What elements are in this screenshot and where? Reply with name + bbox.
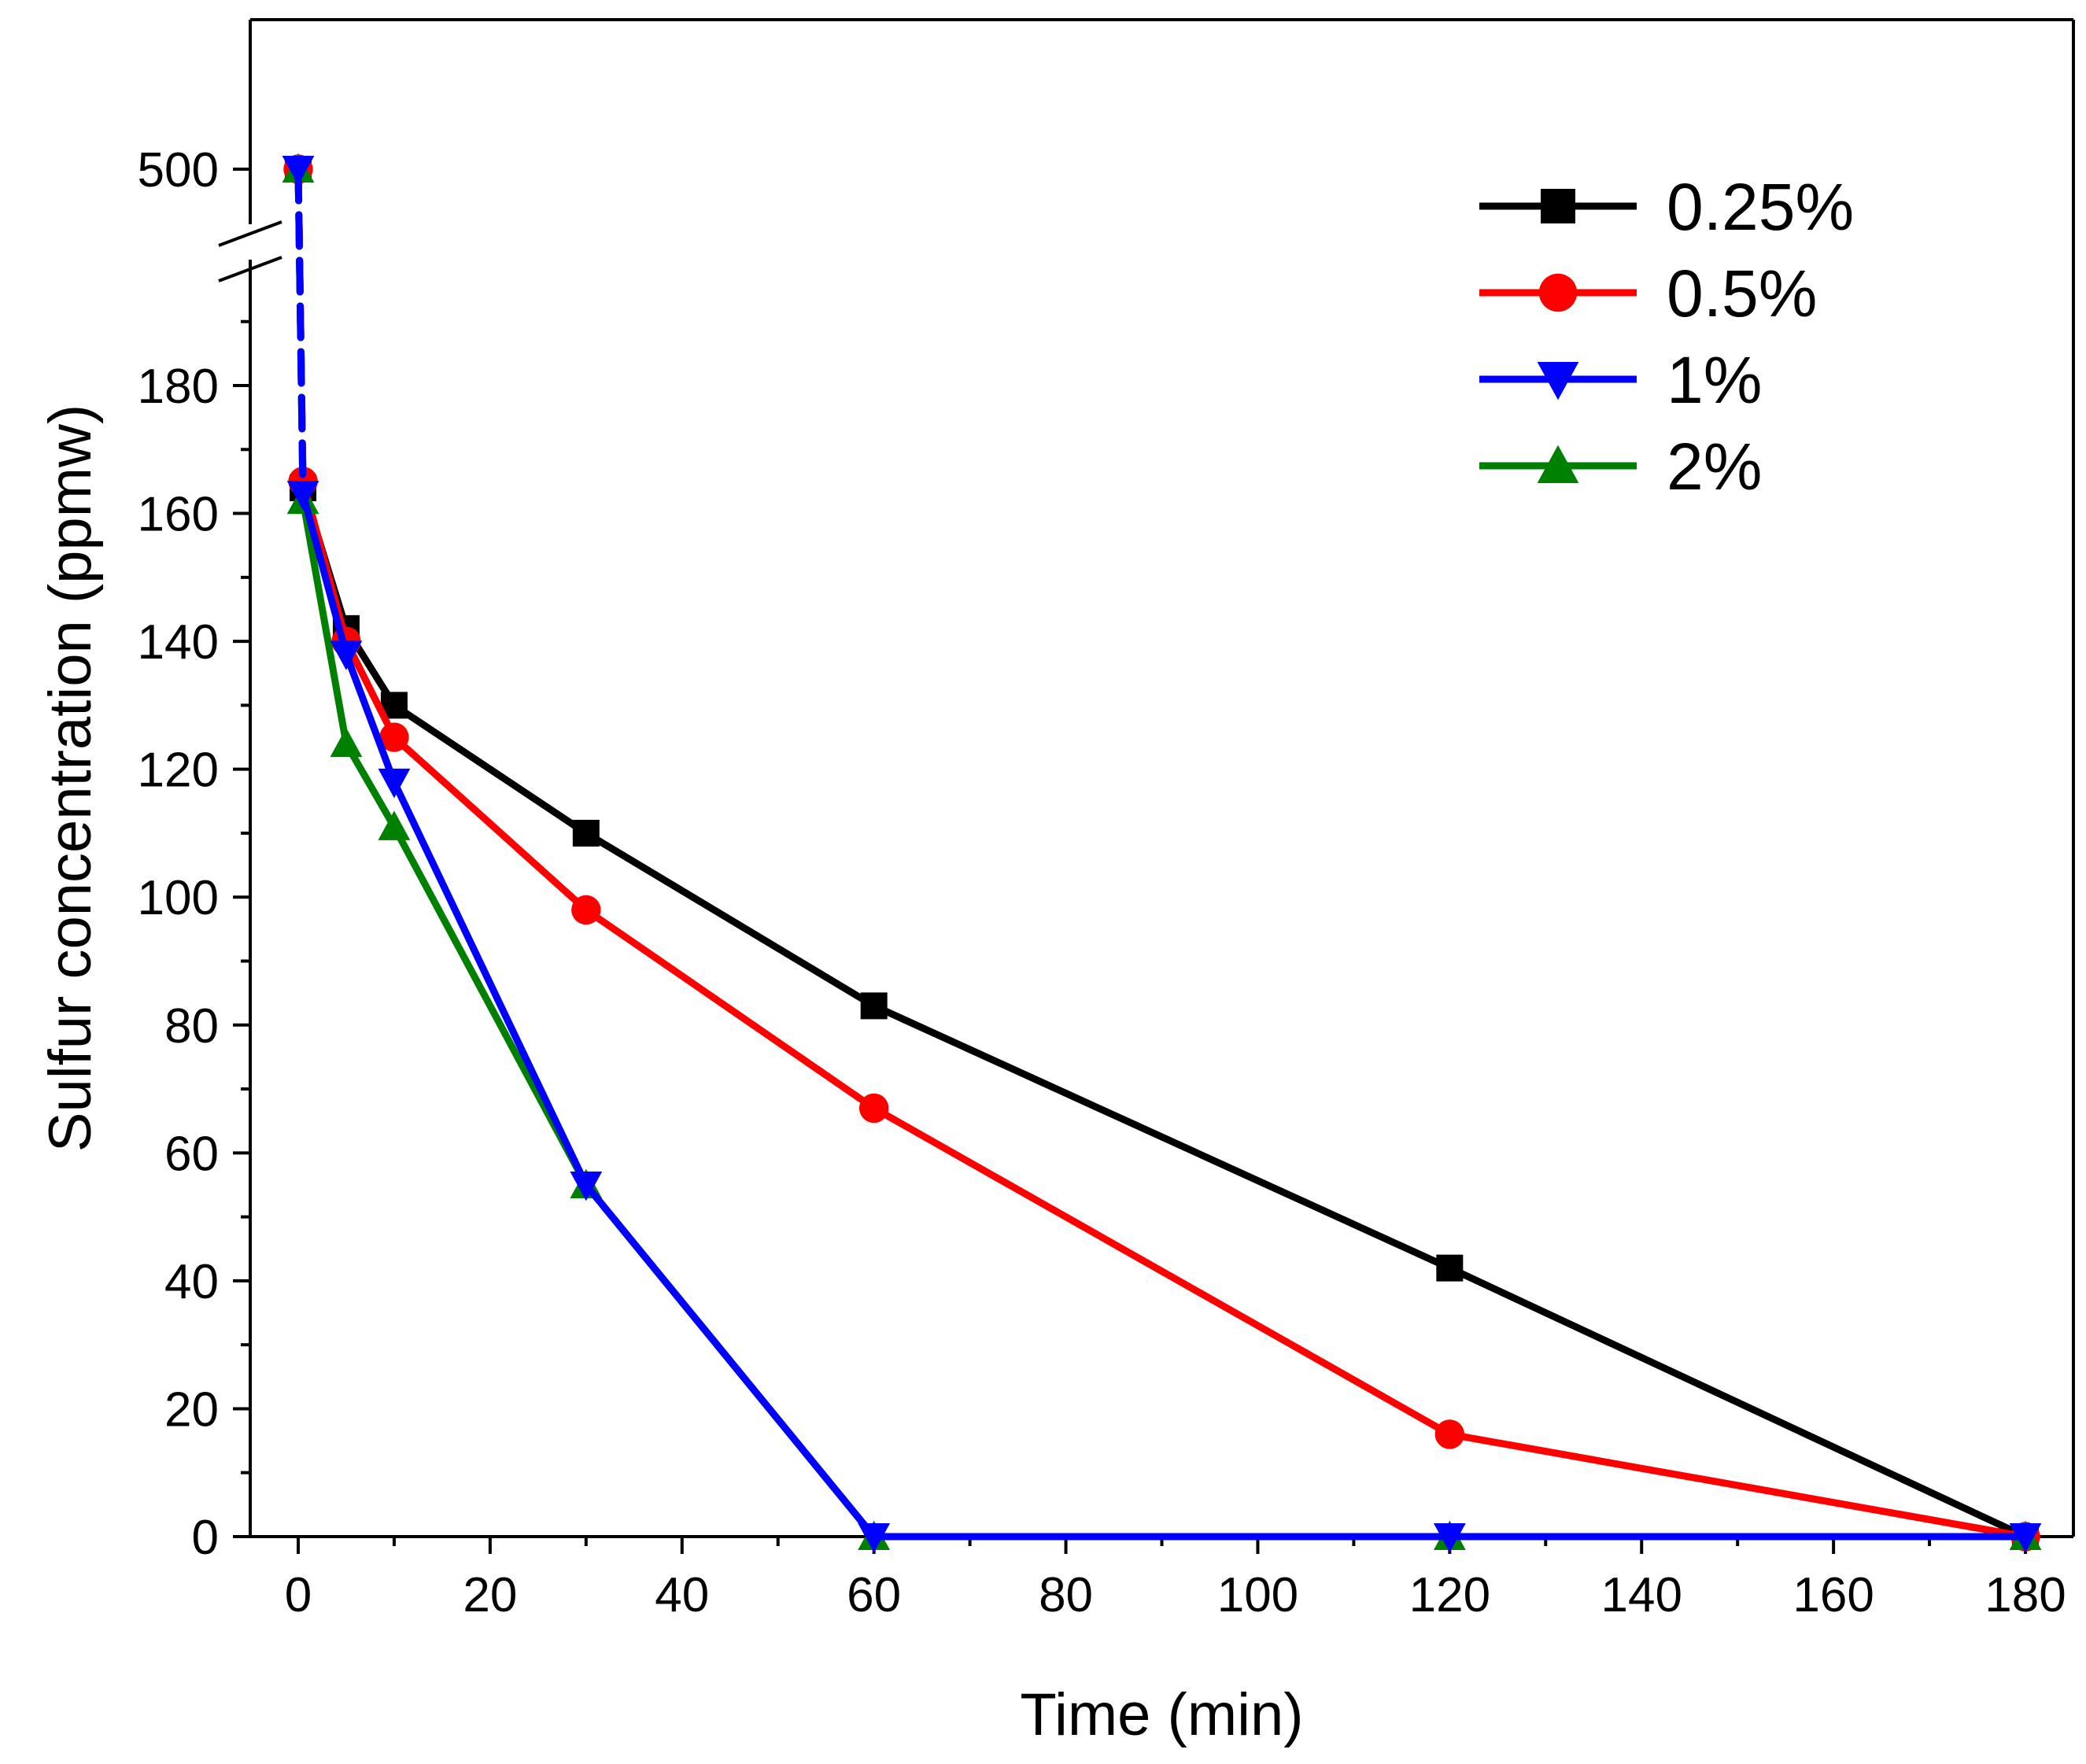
x-tick-label: 80 <box>1039 1568 1093 1622</box>
marker-triangle-down <box>286 481 319 511</box>
series-line-segment <box>342 650 398 786</box>
series-line-segment <box>582 1181 878 1541</box>
axis-break-mark <box>218 256 282 282</box>
series-1% <box>282 156 2042 1553</box>
y-tick-label: 20 <box>164 1382 219 1437</box>
legend-label: 2% <box>1667 430 1762 504</box>
marker-triangle-down <box>1433 1523 1466 1553</box>
legend-item-0.5%: 0.5% <box>1479 256 1817 330</box>
y-tick-label: 100 <box>138 871 219 925</box>
y-tick-label: 160 <box>138 488 219 542</box>
marker-triangle-down <box>330 640 363 670</box>
marker-circle <box>1434 1419 1465 1449</box>
series-line-segment <box>1445 1264 2029 1541</box>
marker-triangle-up <box>378 810 411 840</box>
series-line-segment <box>342 740 398 831</box>
legend-item-0.25%: 0.25% <box>1479 170 1854 244</box>
marker-square <box>1541 189 1575 223</box>
y-tick-label: 40 <box>164 1255 219 1309</box>
series-line-segment <box>870 1104 1453 1438</box>
marker-circle <box>379 722 409 752</box>
marker-square <box>572 819 600 847</box>
legend-label: 0.25% <box>1667 170 1854 244</box>
marker-triangle-down <box>570 1171 603 1201</box>
marker-triangle-down <box>282 156 315 186</box>
y-tick-label: 0 <box>192 1511 219 1565</box>
series-line-segment <box>299 490 350 658</box>
series-line-segment <box>299 496 350 747</box>
legend: 0.25% 0.5% 1% 2% <box>1479 170 1854 504</box>
series-line-segment <box>870 1002 1453 1272</box>
y-tick-label: 120 <box>138 744 219 798</box>
marker-triangle-down <box>858 1523 891 1553</box>
x-tick-label: 140 <box>1601 1568 1682 1622</box>
legend-item-1%: 1% <box>1479 343 1762 417</box>
x-tick-label: 20 <box>463 1568 517 1622</box>
x-tick-label: 100 <box>1217 1568 1298 1622</box>
legend-item-2%: 2% <box>1479 430 1762 504</box>
x-axis-title: Time (min) <box>1020 1681 1303 1748</box>
y-tick-label: 140 <box>138 615 219 670</box>
y-break-tick-label: 500 <box>138 143 219 197</box>
y-tick-label: 180 <box>138 360 219 414</box>
x-tick-label: 60 <box>847 1568 901 1622</box>
series-line-segment <box>582 829 878 1009</box>
marker-triangle-up <box>1537 445 1579 483</box>
legend-label: 1% <box>1667 343 1762 417</box>
axis-break-mark <box>218 220 282 247</box>
marker-triangle-down <box>1537 362 1579 400</box>
marker-triangle-down <box>2009 1523 2042 1553</box>
y-tick-label: 60 <box>164 1127 219 1181</box>
series-line-segment <box>294 165 307 498</box>
series-line-segment <box>390 701 590 837</box>
x-tick-label: 160 <box>1792 1568 1874 1622</box>
series-layer <box>282 153 2042 1553</box>
x-tick-label: 180 <box>1984 1568 2066 1622</box>
x-tick-label: 40 <box>655 1568 709 1622</box>
series-line-segment <box>342 637 398 741</box>
series-line-segment <box>582 906 878 1112</box>
marker-triangle-up <box>330 727 363 758</box>
y-axis-title: Sulfur concentration (ppmw) <box>37 404 104 1152</box>
x-tick-label: 0 <box>285 1568 312 1622</box>
marker-triangle-down <box>378 768 411 799</box>
series-line-segment <box>1445 1430 2029 1541</box>
marker-circle <box>571 895 601 925</box>
x-tick-label: 120 <box>1409 1568 1490 1622</box>
marker-circle <box>858 1093 889 1124</box>
y-tick-label: 80 <box>164 999 219 1054</box>
axes: 0 20 40 60 80 100 120 140 160 180 0 20 40 60 80 100 120 1… <box>138 18 2075 1622</box>
marker-square <box>1436 1254 1464 1282</box>
series-line-segment <box>390 778 590 1189</box>
legend-label: 0.5% <box>1667 256 1817 330</box>
marker-circle <box>1538 273 1578 312</box>
marker-square <box>860 992 888 1020</box>
series-line-segment <box>390 733 590 913</box>
